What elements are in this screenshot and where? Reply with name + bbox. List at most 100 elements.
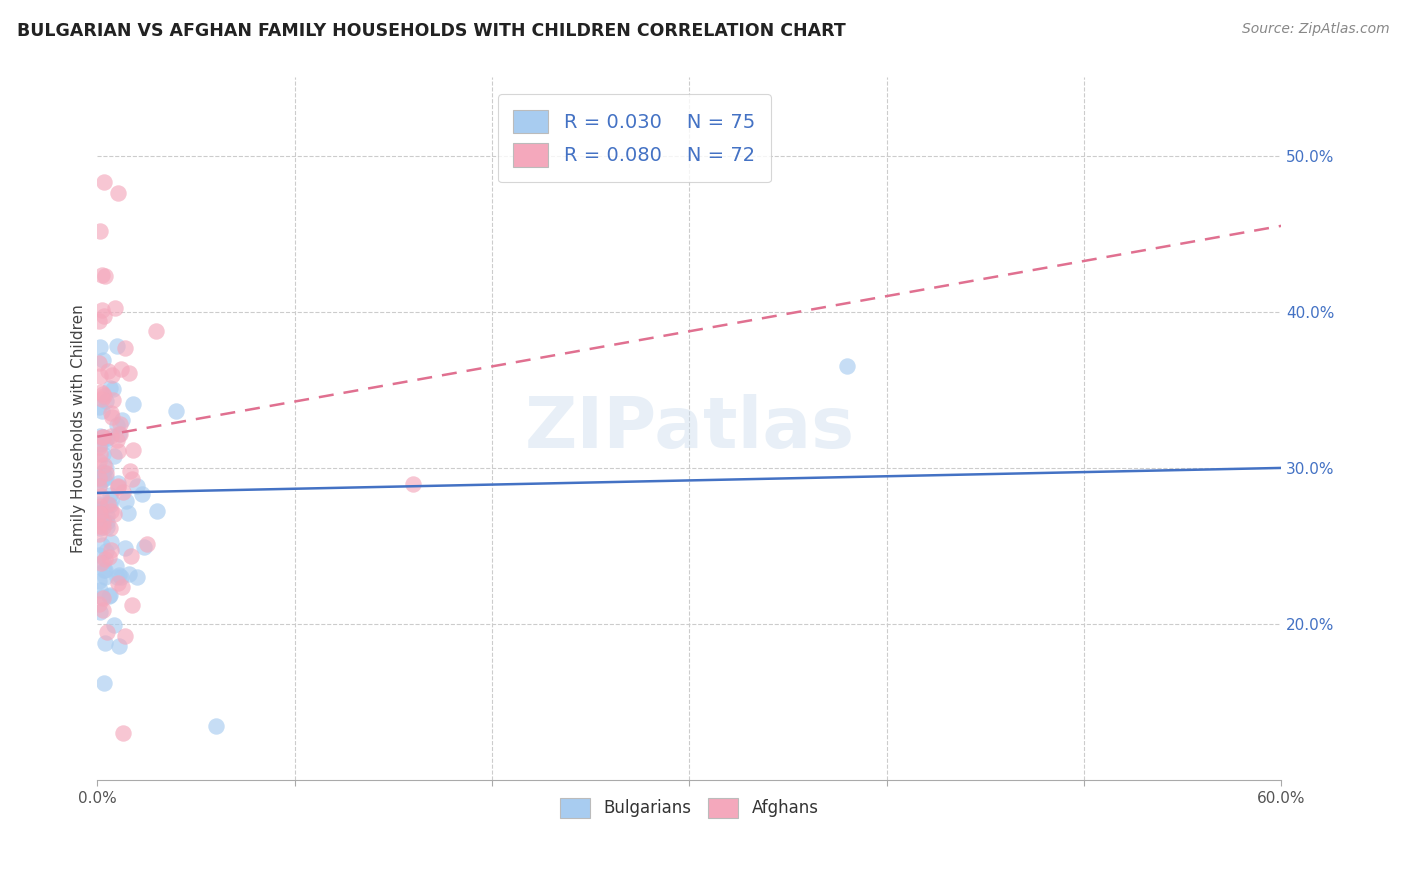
Point (111, 580, 134, 594)
Point (107, 478, 129, 492)
Point (108, 640, 131, 654)
Point (89, 340, 111, 354)
Point (93, 563, 115, 577)
Point (89, 502, 111, 516)
Point (98, 588, 121, 602)
Point (89, 453, 111, 467)
Point (98, 488, 121, 502)
Point (89, 598, 111, 612)
Point (89, 497, 111, 511)
Point (91, 590, 114, 604)
Point (100, 492, 122, 507)
Point (89, 519, 111, 533)
Point (89, 437, 111, 451)
Point (93, 435, 115, 450)
Point (89, 469, 111, 483)
Point (131, 487, 153, 501)
Point (91, 556, 114, 570)
Point (89, 368, 111, 383)
Point (118, 567, 141, 582)
Point (90, 430, 112, 444)
Point (98, 381, 121, 395)
Point (96, 625, 118, 640)
Point (89, 401, 111, 415)
Point (111, 412, 134, 426)
Point (108, 427, 131, 442)
Point (90, 489, 112, 503)
Point (120, 549, 142, 563)
Point (100, 504, 122, 518)
Point (89, 469, 111, 483)
Point (97, 549, 120, 564)
Point (105, 570, 128, 584)
Point (89, 224, 111, 238)
Point (89, 356, 111, 370)
Point (114, 341, 136, 355)
Point (104, 558, 127, 573)
Point (146, 504, 169, 518)
Point (90, 303, 112, 318)
Point (165, 404, 187, 418)
Point (135, 537, 157, 551)
Point (96, 461, 118, 475)
Point (94, 551, 117, 566)
Point (97, 589, 120, 603)
Point (93, 458, 115, 472)
Point (100, 534, 122, 549)
Point (96, 515, 118, 529)
Point (837, 359, 859, 374)
Point (114, 629, 136, 643)
Point (90, 538, 112, 552)
Text: Source: ZipAtlas.com: Source: ZipAtlas.com (1241, 22, 1389, 37)
Point (101, 392, 124, 407)
Point (89, 506, 111, 520)
Point (89, 447, 111, 461)
Point (112, 726, 135, 740)
Point (91, 404, 114, 418)
Point (89, 479, 111, 493)
Point (104, 301, 127, 315)
Text: BULGARIAN VS AFGHAN FAMILY HOUSEHOLDS WITH CHILDREN CORRELATION CHART: BULGARIAN VS AFGHAN FAMILY HOUSEHOLDS WI… (17, 22, 845, 40)
Point (90, 385, 112, 400)
Point (98, 498, 121, 512)
Point (100, 429, 122, 443)
Point (110, 362, 132, 376)
Point (93, 472, 115, 486)
Point (93, 591, 115, 605)
Point (91, 392, 114, 407)
Point (107, 476, 129, 491)
Point (89, 506, 111, 520)
Point (132, 541, 155, 555)
Point (107, 444, 129, 458)
Legend: Bulgarians, Afghans: Bulgarians, Afghans (554, 791, 825, 825)
Point (96, 467, 118, 481)
Point (94, 470, 117, 484)
Point (93, 175, 115, 189)
Point (89, 526, 111, 541)
Point (89, 548, 111, 562)
Point (96, 431, 118, 445)
Point (93, 465, 115, 479)
Point (100, 543, 122, 558)
Point (107, 434, 129, 448)
Point (112, 485, 135, 500)
Point (89, 471, 111, 485)
Point (103, 508, 125, 522)
Point (89, 479, 111, 493)
Point (91, 474, 114, 488)
Point (103, 617, 125, 632)
Point (125, 570, 148, 584)
Point (89, 521, 111, 535)
Point (89, 429, 111, 443)
Point (122, 397, 145, 411)
Point (107, 480, 129, 494)
Point (96, 393, 118, 408)
Point (91, 429, 114, 443)
Point (107, 186, 129, 200)
Point (89, 574, 111, 589)
Point (108, 567, 131, 582)
Point (94, 570, 117, 584)
Point (94, 563, 117, 577)
Point (105, 417, 128, 432)
Point (402, 476, 425, 491)
